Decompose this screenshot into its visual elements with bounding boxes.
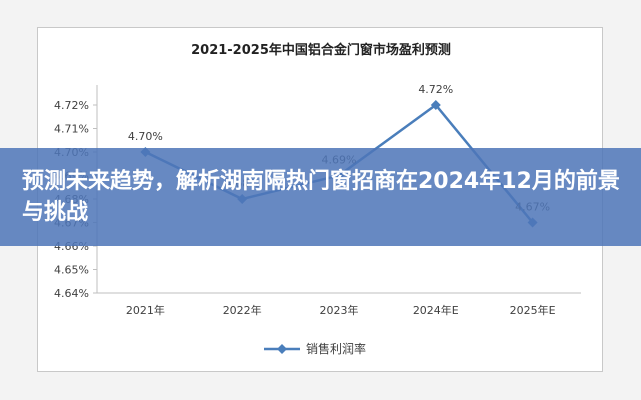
data-point-marker xyxy=(430,100,441,110)
y-tick-label: 4.72% xyxy=(54,99,89,112)
x-tick-label: 2021年 xyxy=(126,303,165,317)
title-banner: 预测未来趋势，解析湖南隔热门窗招商在2024年12月的前景与挑战 xyxy=(0,148,641,246)
y-tick-label: 4.64% xyxy=(54,287,89,300)
x-tick-label: 2023年 xyxy=(320,303,359,317)
x-tick-label: 2022年 xyxy=(223,303,262,317)
data-label: 4.72% xyxy=(418,83,453,96)
y-tick-label: 4.65% xyxy=(54,264,89,277)
legend: 销售利润率 xyxy=(264,341,366,356)
x-tick-label: 2025年E xyxy=(510,303,556,317)
legend-marker-icon xyxy=(277,344,287,354)
chart-title: 2021-2025年中国铝合金门窗市场盈利预测 xyxy=(191,42,451,58)
data-label: 4.70% xyxy=(128,130,163,143)
legend-label: 销售利润率 xyxy=(306,341,366,356)
x-axis-ticks: 2021年 2022年 2023年 2024年E 2025年E xyxy=(126,303,556,317)
y-tick-label: 4.71% xyxy=(54,123,89,136)
banner-title: 预测未来趋势，解析湖南隔热门窗招商在2024年12月的前景与挑战 xyxy=(22,169,620,225)
x-tick-label: 2024年E xyxy=(413,303,459,317)
